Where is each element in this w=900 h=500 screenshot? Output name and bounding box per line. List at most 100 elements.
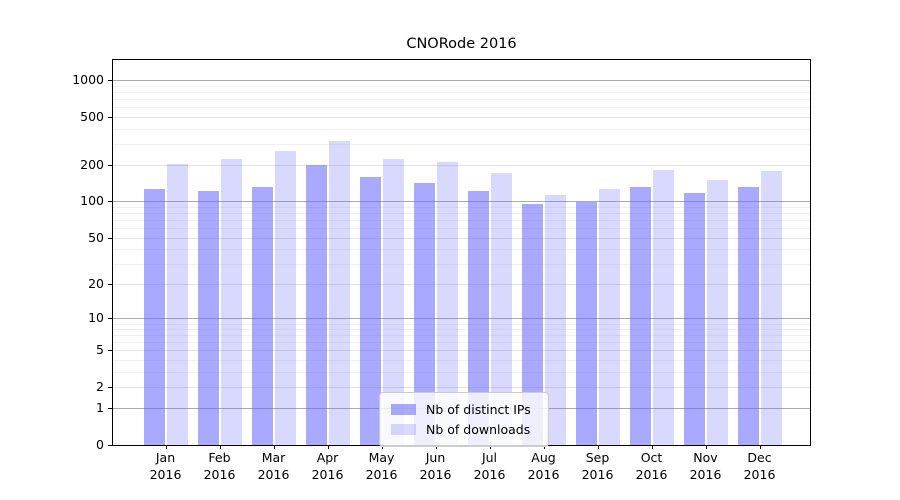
ytick-label-100: 100 (80, 193, 104, 209)
xtick-mark-nov (705, 445, 707, 449)
ytick-mark-5 (108, 350, 113, 352)
ytick-mark-200 (108, 165, 113, 167)
xtick-mark-jul (489, 445, 491, 449)
legend: Nb of distinct IPs Nb of downloads (379, 392, 549, 447)
bar-downloads-mar (274, 151, 296, 445)
bar-downloads-nov (706, 180, 728, 445)
bar-distinct-ips-sep (575, 202, 597, 445)
xtick-label-feb: Feb 2016 (203, 450, 236, 482)
ytick-label-200: 200 (80, 157, 104, 173)
bar-distinct-ips-nov (683, 193, 705, 445)
bar-downloads-feb (220, 158, 242, 445)
gridline-y-300 (113, 143, 810, 145)
ytick-mark-0 (108, 445, 113, 446)
bar-distinct-ips-may (359, 176, 381, 445)
legend-item-downloads: Nb of downloads (391, 419, 537, 439)
gridline-y-400 (113, 128, 810, 130)
legend-item-distinct-ips: Nb of distinct IPs (391, 399, 537, 419)
xtick-label-may: May 2016 (365, 450, 398, 482)
ytick-label-2: 2 (96, 379, 104, 395)
gridline-y-900 (113, 86, 810, 87)
bar-downloads-jan (166, 163, 188, 445)
ytick-mark-10 (108, 318, 113, 320)
xtick-mark-jun (435, 445, 437, 449)
gridline-y-500 (113, 116, 810, 118)
ytick-mark-20 (108, 284, 113, 286)
xtick-mark-jan (165, 445, 167, 449)
ytick-mark-2 (108, 387, 113, 389)
bar-distinct-ips-feb (197, 191, 219, 445)
gridline-y-700 (113, 99, 810, 101)
bar-downloads-may (382, 159, 404, 445)
xtick-label-aug: Aug 2016 (527, 450, 560, 482)
ytick-mark-500 (108, 116, 113, 118)
gridline-y-800 (113, 92, 810, 94)
bar-downloads-sep (598, 189, 620, 445)
gridline-y-10 (113, 318, 810, 320)
gridline-y-90 (113, 206, 810, 208)
ytick-label-10: 10 (88, 310, 104, 326)
xtick-label-sep: Sep 2016 (581, 450, 614, 482)
xtick-label-jan: Jan 2016 (149, 450, 182, 482)
ytick-label-5: 5 (96, 342, 104, 358)
ytick-label-1: 1 (96, 400, 104, 416)
bar-downloads-dec (760, 171, 782, 445)
gridline-y-600 (113, 107, 810, 109)
gridline-y-20 (113, 284, 810, 286)
xtick-mark-feb (219, 445, 221, 449)
bar-distinct-ips-apr (305, 164, 327, 445)
xtick-label-jun: Jun 2016 (419, 450, 452, 482)
xtick-mark-oct (651, 445, 653, 449)
gridline-y-9 (113, 323, 810, 325)
ytick-mark-1000 (108, 80, 113, 82)
xtick-mark-mar (273, 445, 275, 449)
gridline-y-1000 (113, 80, 810, 82)
ytick-label-50: 50 (88, 229, 104, 245)
xtick-label-apr: Apr 2016 (311, 450, 344, 482)
xtick-mark-sep (597, 445, 599, 449)
bar-distinct-ips-aug (521, 203, 543, 445)
ytick-label-1000: 1000 (72, 72, 104, 88)
gridline-y-8 (113, 329, 810, 331)
gridline-y-6 (113, 342, 810, 344)
gridline-y-70 (113, 220, 810, 222)
bar-distinct-ips-oct (629, 186, 651, 445)
bar-downloads-jun (436, 161, 458, 445)
ytick-mark-50 (108, 237, 113, 239)
gridline-y-60 (113, 228, 810, 230)
legend-label-distinct-ips: Nb of distinct IPs (426, 401, 531, 417)
legend-swatch-distinct-ips (391, 403, 416, 415)
bar-downloads-aug (544, 195, 566, 445)
gridline-y-200 (113, 165, 810, 167)
ytick-mark-1 (108, 408, 113, 410)
gridline-y-80 (113, 213, 810, 215)
gridline-y-30 (113, 263, 810, 265)
ytick-label-500: 500 (80, 108, 104, 124)
bar-distinct-ips-jan (143, 188, 165, 445)
ytick-mark-100 (108, 201, 113, 203)
legend-label-downloads: Nb of downloads (426, 421, 531, 437)
xtick-label-nov: Nov 2016 (689, 450, 722, 482)
bar-distinct-ips-dec (737, 186, 759, 445)
gridline-y-7 (113, 335, 810, 337)
xtick-label-oct: Oct 2016 (635, 450, 668, 482)
bar-downloads-oct (652, 170, 674, 445)
legend-swatch-downloads (391, 423, 416, 435)
xtick-mark-aug (543, 445, 545, 449)
bar-distinct-ips-jul (467, 191, 489, 445)
gridline-y-3 (113, 371, 810, 373)
xtick-mark-apr (327, 445, 329, 449)
bar-distinct-ips-jun (413, 183, 435, 445)
gridline-y-2 (113, 387, 810, 389)
bar-downloads-apr (328, 140, 350, 445)
gridline-y-4 (113, 360, 810, 362)
ytick-label-20: 20 (88, 276, 104, 292)
gridline-y-5 (113, 350, 810, 352)
xtick-mark-may (381, 445, 383, 449)
xtick-mark-dec (759, 445, 761, 449)
plot-area (112, 59, 811, 446)
xtick-label-dec: Dec 2016 (743, 450, 776, 482)
xtick-label-mar: Mar 2016 (257, 450, 290, 482)
bar-distinct-ips-mar (251, 187, 273, 445)
